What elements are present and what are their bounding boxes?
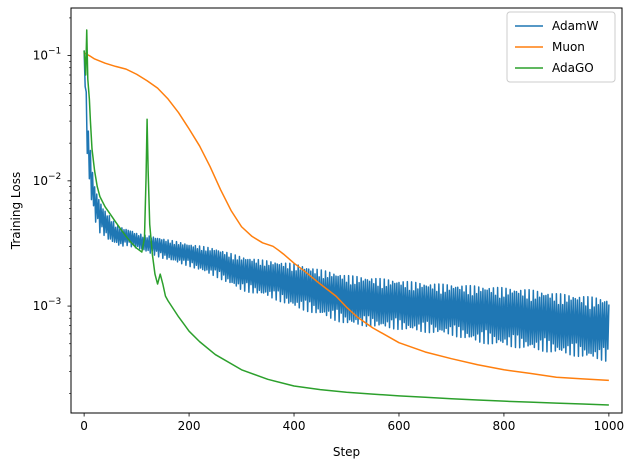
- x-tick-label: 200: [178, 419, 201, 433]
- legend-label: AdaGO: [552, 61, 594, 75]
- plot-frame: [70, 7, 623, 414]
- series-line-adago: [83, 29, 609, 406]
- legend-box: [506, 11, 616, 83]
- y-axis-title: Training Loss: [9, 172, 23, 250]
- x-tick-label: 800: [492, 419, 515, 433]
- series-line-adamw: [83, 50, 610, 362]
- x-tick-label: 400: [283, 419, 306, 433]
- series-layer: [83, 29, 610, 406]
- x-tick-label: 0: [80, 419, 88, 433]
- x-tick-label: 1000: [594, 419, 625, 433]
- x-tick-label: 600: [388, 419, 411, 433]
- legend-label: Muon: [552, 40, 585, 54]
- legend: AdamW Muon AdaGO: [506, 11, 616, 83]
- x-axis-title: Step: [333, 445, 360, 459]
- series-line-muon: [83, 52, 609, 382]
- x-axis: 0 200 400 600 800 1000: [80, 413, 624, 433]
- legend-label: AdamW: [552, 19, 599, 33]
